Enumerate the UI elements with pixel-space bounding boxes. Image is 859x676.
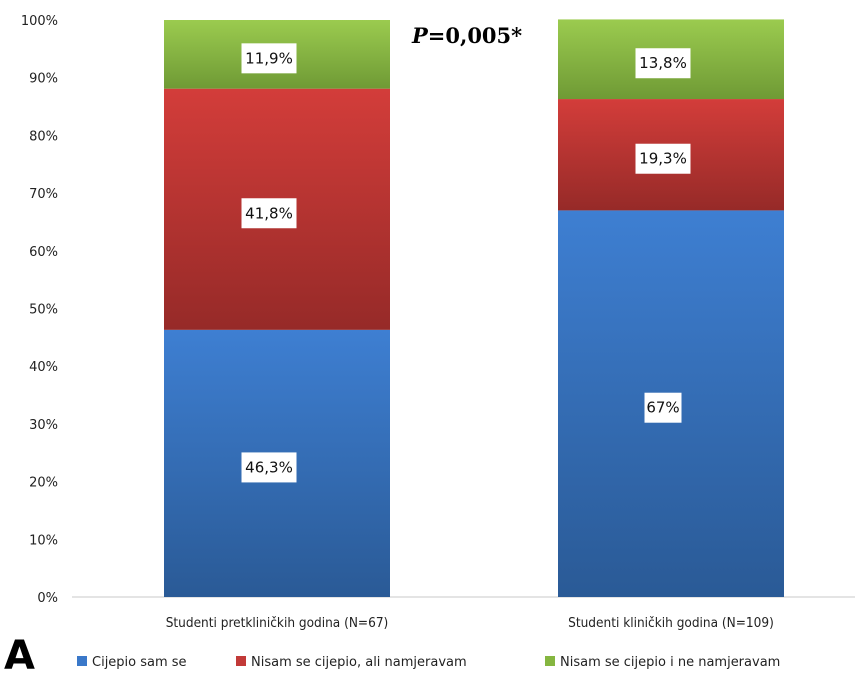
y-tick-label: 60% <box>29 245 58 260</box>
legend-label: Nisam se cijepio i ne namjeravam <box>560 655 780 670</box>
data-label: 41,8% <box>245 204 293 222</box>
y-tick-label: 80% <box>29 129 58 144</box>
legend-label: Nisam se cijepio, ali namjeravam <box>251 655 467 670</box>
category-label: Studenti pretkliničkih godina (N=67) <box>166 615 389 631</box>
y-tick-label: 0% <box>37 591 58 606</box>
legend-swatch-nisam-se-cijepio-ali-namjeravam <box>236 656 246 666</box>
data-label-box <box>241 452 297 483</box>
data-label: 67% <box>646 399 679 417</box>
data-label: 13,8% <box>639 54 687 72</box>
data-label: 19,3% <box>639 150 687 168</box>
legend-swatch-nisam-se-cijepio-i-ne-namjeravam <box>545 656 555 666</box>
y-tick-label: 20% <box>29 476 58 491</box>
y-tick-label: 30% <box>29 418 58 433</box>
y-tick-label: 50% <box>29 303 58 318</box>
legend-label: Cijepio sam se <box>92 655 187 670</box>
p-value-annotation: P=0,005* <box>411 23 522 48</box>
data-label: 11,9% <box>245 49 293 67</box>
data-label-box <box>644 392 682 423</box>
legend-swatch-cijepio-sam-se <box>77 656 87 666</box>
y-tick-label: 10% <box>29 533 58 548</box>
data-label-box <box>241 198 297 229</box>
y-tick-label: 70% <box>29 187 58 202</box>
y-tick-label: 100% <box>21 14 58 29</box>
panel-label: A <box>4 633 35 676</box>
y-tick-label: 40% <box>29 360 58 375</box>
category-label: Studenti kliničkih godina (N=109) <box>568 615 774 631</box>
y-tick-label: 90% <box>29 72 58 87</box>
data-label: 46,3% <box>245 458 293 476</box>
data-label-box <box>635 143 691 174</box>
data-label-box <box>635 48 691 79</box>
data-label-box <box>241 43 297 74</box>
